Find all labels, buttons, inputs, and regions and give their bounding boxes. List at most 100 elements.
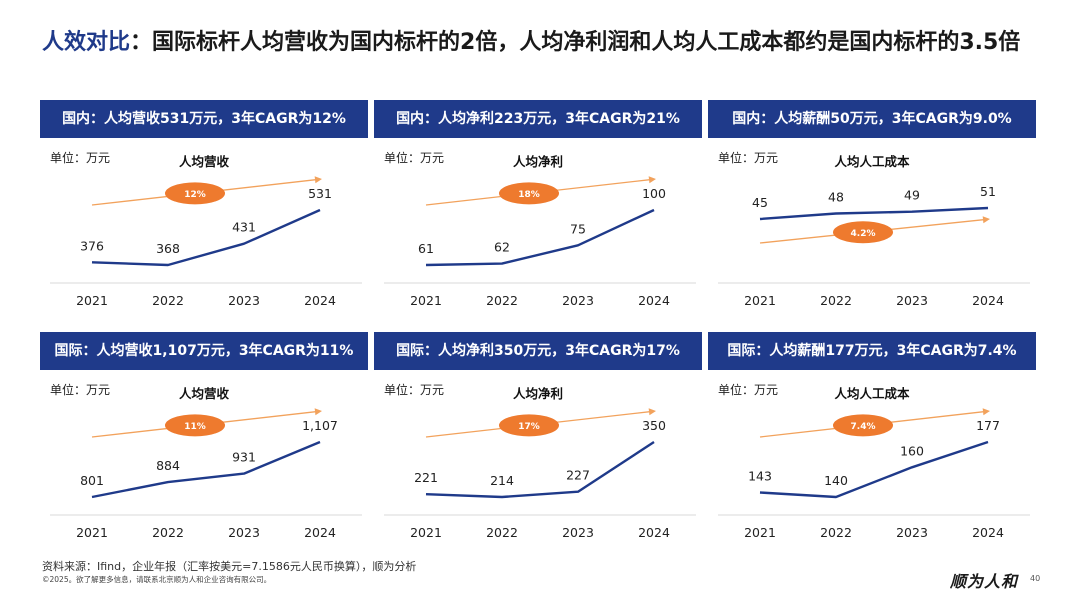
data-label: 221 [414,470,438,485]
chart-title: 人均净利 [512,386,563,401]
data-line [759,206,989,221]
trend-arrow-head [982,216,990,224]
data-label: 431 [232,220,256,235]
chart-unit: 单位：万元 [718,151,779,165]
x-tick-label: 2024 [972,525,1004,540]
chart-title: 人均营收 [178,386,229,401]
chart-panel-cn-revenue: 国内：人均营收531万元，3年CAGR为12% 单位：万元 人均营收 12% 37… [40,100,368,314]
line-chart: 11% 801 884 931 1,107 2021 2022 2023 2024 [50,408,362,540]
chart-panel-intl-revenue: 国际：人均营收1,107万元，3年CAGR为11% 单位：万元 人均营收 11%… [40,332,368,546]
data-label: 884 [156,458,180,473]
data-line [91,208,321,267]
cagr-badge [833,414,893,437]
line-chart: 18% 61 62 75 100 2021 2022 2023 2024 [384,176,696,308]
x-tick-label: 2024 [304,525,336,540]
x-tick-label: 2023 [562,525,594,540]
data-label: 62 [494,240,510,255]
x-tick-label: 2022 [486,525,518,540]
data-label: 227 [566,468,590,483]
page-title-text: ：国际标杆人均营收为国内标杆的2倍，人均净利润和人均人工成本都约是国内标杆的3.… [130,30,1021,55]
data-label: 143 [748,469,772,484]
chart-unit: 单位：万元 [50,383,111,397]
x-tick-label: 2024 [638,525,670,540]
cagr-badge [499,414,559,437]
x-tick-label: 2021 [744,293,776,308]
chart-panel-intl-profit: 国际：人均净利350万元，3年CAGR为17% 单位：万元 人均净利 17% 22… [374,332,702,546]
page-number: 40 [1030,574,1041,583]
line-chart: 12% 376 368 431 531 2021 2022 2023 2024 [50,176,362,308]
data-label: 214 [490,473,514,488]
page-title: 人效对比：国际标杆人均营收为国内标杆的2倍，人均净利润和人均人工成本都约是国内标… [42,28,1052,58]
data-label: 48 [828,190,844,205]
data-line [425,208,655,267]
x-tick-label: 2021 [410,293,442,308]
trend-arrow-head [982,408,990,416]
data-label: 350 [642,418,666,433]
chart-banner: 国内：人均薪酬50万元，3年CAGR为9.0% [708,100,1036,138]
chart-panel-cn-profit: 国内：人均净利223万元，3年CAGR为21% 单位：万元 人均净利 18% 61… [374,100,702,314]
cagr-badge-label: 11% [184,422,206,432]
x-tick-label: 2023 [896,293,928,308]
data-label: 61 [418,241,434,256]
trend-arrow-head [314,176,322,184]
source-note: 资料来源：Ifind，企业年报（汇率按美元=7.1586元人民币换算），顺为分析 [42,560,417,573]
x-tick-label: 2024 [304,293,336,308]
cagr-badge [165,414,225,437]
x-tick-label: 2022 [152,293,184,308]
data-label: 931 [232,450,256,465]
chart-banner: 国际：人均薪酬177万元，3年CAGR为7.4% [708,332,1036,370]
data-label: 140 [824,473,848,488]
x-tick-label: 2023 [562,293,594,308]
cagr-badge-label: 4.2% [851,229,876,239]
page-title-highlight: 人效对比 [42,30,131,55]
chart-title: 人均人工成本 [834,386,910,401]
data-label: 45 [752,195,768,210]
cagr-badge [165,182,225,205]
line-chart: 4.2% 45 48 49 51 2021 2022 2023 2024 [718,184,1030,308]
x-tick-label: 2023 [228,293,260,308]
data-label: 160 [900,443,924,458]
data-line [425,440,655,499]
line-chart: 17% 221 214 227 350 2021 2022 2023 2024 [384,408,696,540]
x-tick-label: 2022 [152,525,184,540]
chart-banner: 国际：人均净利350万元，3年CAGR为17% [374,332,702,370]
chart-panel-intl-labor: 国际：人均薪酬177万元，3年CAGR为7.4% 单位：万元 人均人工成本 7.… [708,332,1036,546]
cagr-badge-label: 7.4% [851,422,876,432]
cagr-badge-label: 12% [184,190,206,200]
chart-banner: 国内：人均净利223万元，3年CAGR为21% [374,100,702,138]
cagr-badge-label: 18% [518,190,540,200]
data-label: 49 [904,188,920,203]
chart-banner: 国内：人均营收531万元，3年CAGR为12% [40,100,368,138]
chart-unit: 单位：万元 [50,151,111,165]
chart-panel-cn-labor: 国内：人均薪酬50万元，3年CAGR为9.0% 单位：万元 人均人工成本 4.2… [708,100,1036,314]
chart-banner: 国际：人均营收1,107万元，3年CAGR为11% [40,332,368,370]
cagr-badge [833,221,893,244]
trend-arrow-head [314,408,322,416]
x-tick-label: 2023 [228,525,260,540]
data-label: 177 [976,418,1000,433]
data-line [759,440,989,499]
chart-unit: 单位：万元 [384,383,445,397]
x-tick-label: 2024 [972,293,1004,308]
data-label: 376 [80,238,104,253]
x-tick-label: 2021 [744,525,776,540]
data-line [91,440,321,499]
x-tick-label: 2023 [896,525,928,540]
chart-title: 人均净利 [512,154,563,169]
x-tick-label: 2022 [486,293,518,308]
copyright-note: ©2025。欲了解更多信息，请联系北京顺为人和企业咨询有限公司。 [42,575,272,584]
chart-unit: 单位：万元 [384,151,445,165]
x-tick-label: 2021 [76,293,108,308]
line-chart: 7.4% 143 140 160 177 2021 2022 2023 2024 [718,408,1030,540]
trend-arrow-head [648,176,656,184]
chart-title: 人均营收 [178,154,229,169]
data-label: 801 [80,473,104,488]
x-tick-label: 2022 [820,293,852,308]
chart-title: 人均人工成本 [834,154,910,169]
data-label: 100 [642,186,666,201]
data-label: 75 [570,221,586,236]
chart-unit: 单位：万元 [718,383,779,397]
x-tick-label: 2024 [638,293,670,308]
x-tick-label: 2022 [820,525,852,540]
x-tick-label: 2021 [410,525,442,540]
